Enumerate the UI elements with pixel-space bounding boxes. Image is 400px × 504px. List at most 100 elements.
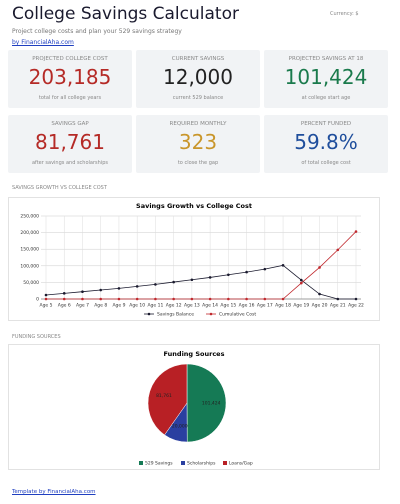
card-value: 59.8%	[294, 130, 358, 154]
x-tick-label: Age 21	[330, 303, 346, 309]
card-note: to close the gap	[177, 160, 219, 166]
chart-title: Savings Growth vs College Cost	[136, 202, 252, 210]
card-note: at college start age	[301, 95, 351, 101]
card-value: 81,761	[35, 130, 105, 154]
y-tick-label: 200,000	[20, 230, 39, 236]
x-tick-label: Age 16	[239, 303, 255, 309]
data-point	[99, 288, 103, 292]
legend-label: 529 Savings	[145, 461, 173, 467]
legend-swatch	[223, 461, 227, 465]
data-point	[44, 293, 48, 297]
x-tick-label: Age 17	[257, 303, 273, 309]
data-point	[281, 297, 285, 301]
stat-card: REQUIRED MONTHLY 323 to close the gap	[136, 115, 260, 173]
card-label: REQUIRED MONTHLY	[169, 121, 227, 127]
x-tick-label: Age 7	[76, 303, 89, 309]
data-point	[208, 276, 212, 279]
data-point	[336, 297, 340, 301]
card-label: SAVINGS GAP	[51, 121, 89, 127]
x-tick-label: Age 22	[348, 303, 364, 309]
stat-card: PERCENT FUNDED 59.8% of total college cost	[264, 115, 388, 173]
card-value: 12,000	[163, 65, 233, 89]
x-tick-label: Age 12	[166, 303, 182, 309]
data-point	[135, 297, 139, 301]
card-value: 203,185	[28, 65, 112, 89]
x-tick-label: Age 10	[129, 303, 145, 309]
data-point	[81, 297, 84, 301]
data-point	[44, 297, 48, 301]
x-tick-label: Age 9	[112, 303, 125, 309]
subtitle: Project college costs and plan your 529 …	[12, 28, 182, 35]
data-point	[135, 285, 139, 288]
section-label: SAVINGS GROWTH VS COLLEGE COST	[12, 185, 107, 191]
funding-chart: Funding Sources 101,424 20,000 81,761 529 Sa…	[8, 344, 380, 470]
data-point	[99, 297, 103, 301]
slice-label: 20,000	[172, 424, 188, 430]
x-tick-label: Age 18	[275, 303, 291, 309]
legend-swatch	[209, 312, 213, 316]
data-point	[208, 297, 212, 301]
card-value: 101,424	[284, 65, 368, 89]
data-point	[227, 273, 230, 277]
stat-card: CURRENT SAVINGS 12,000 current 529 balance	[136, 50, 260, 108]
data-point	[299, 281, 303, 285]
y-tick-label: 50,000	[23, 280, 39, 286]
header-link[interactable]: by FinancialAha.com	[12, 39, 74, 46]
data-point	[190, 297, 194, 301]
x-tick-label: Age 5	[40, 303, 53, 309]
x-tick-label: Age 15	[220, 303, 236, 309]
data-point	[154, 283, 157, 286]
data-point	[62, 292, 66, 295]
data-point	[245, 297, 248, 301]
data-point	[263, 267, 267, 271]
data-point	[354, 230, 358, 233]
card-note: current 529 balance	[172, 95, 224, 101]
data-point	[172, 297, 175, 301]
data-point	[318, 292, 321, 296]
data-point	[190, 278, 194, 282]
stat-card: PROJECTED SAVINGS AT 18 101,424 at college…	[264, 50, 388, 108]
card-label: CURRENT SAVINGS	[171, 56, 225, 62]
card-label: PROJECTED SAVINGS AT 18	[288, 56, 364, 62]
growth-chart: Savings Growth vs College Cost 0 50,000 100…	[8, 197, 380, 321]
section-label: FUNDING SOURCES	[12, 334, 61, 340]
pie-slice	[186, 363, 227, 443]
currency: Currency: $	[330, 11, 359, 17]
x-tick-label: Age 13	[184, 303, 200, 309]
data-point	[263, 297, 267, 301]
card-label: PERCENT FUNDED	[300, 121, 352, 127]
chart-title: Funding Sources	[164, 350, 225, 358]
legend-label: Cumulative Cost	[219, 312, 256, 318]
footer-link[interactable]: Template by FinancialAha.com	[12, 489, 96, 495]
y-tick-label: 0	[36, 297, 39, 303]
card-value: 323	[178, 130, 218, 154]
data-point	[318, 266, 321, 269]
x-tick-label: Age 20	[312, 303, 328, 309]
data-point	[336, 248, 340, 252]
x-tick-label: Age 8	[94, 303, 107, 309]
card-note: of total college cost	[301, 160, 351, 166]
legend-swatch	[139, 461, 143, 465]
legend-label: Loans/Gap	[229, 461, 253, 467]
y-tick-label: 250,000	[20, 214, 39, 220]
page-title: College Savings Calculator	[12, 4, 239, 24]
y-tick-label: 150,000	[20, 247, 39, 253]
y-tick-label: 100,000	[20, 263, 39, 269]
x-tick-label: Age 11	[147, 303, 163, 309]
data-point	[245, 270, 248, 274]
legend-swatch	[181, 461, 185, 465]
slice-label: 81,761	[156, 393, 172, 399]
legend-label: Savings Balance	[157, 312, 194, 318]
card-label: PROJECTED COLLEGE COST	[32, 56, 108, 62]
data-point	[117, 287, 121, 290]
legend-label: Scholarships	[187, 461, 216, 467]
pie-slice	[147, 363, 188, 436]
x-tick-label: Age 6	[58, 303, 71, 309]
legend-swatch	[147, 312, 151, 316]
card-note: total for all college years	[38, 95, 102, 101]
data-point	[117, 297, 121, 301]
stat-card: PROJECTED COLLEGE COST 203,185 total for a…	[8, 50, 132, 108]
data-point	[281, 264, 285, 267]
series-line	[46, 231, 357, 300]
